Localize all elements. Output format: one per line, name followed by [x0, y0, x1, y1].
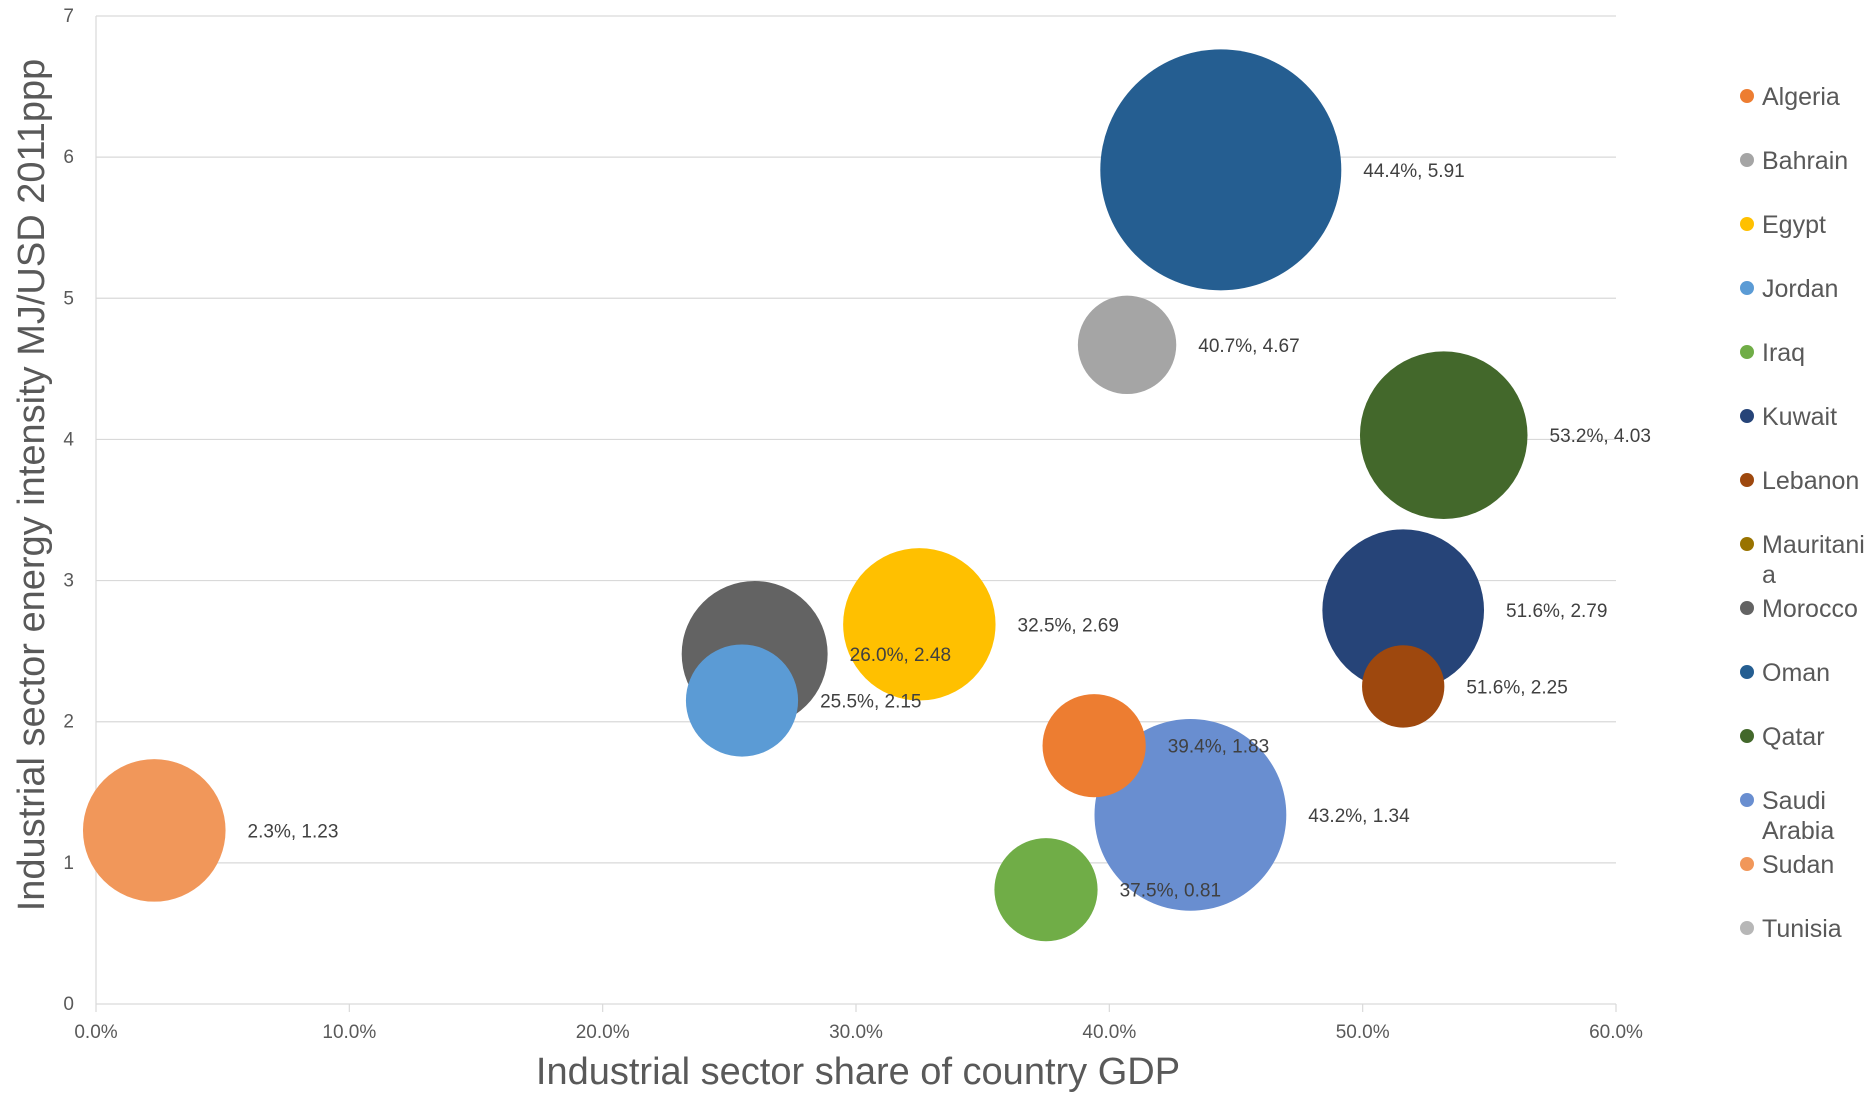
data-label-oman: 44.4%, 5.91 [1363, 161, 1464, 182]
x-tick-label: 20.0% [576, 1022, 630, 1043]
legend-item-tunisia[interactable]: Tunisia [1740, 915, 1842, 943]
data-label-morocco: 26.0%, 2.48 [850, 645, 951, 666]
legend-marker [1740, 537, 1754, 551]
legend-item-kuwait[interactable]: Kuwait [1740, 403, 1837, 431]
legend-marker [1740, 409, 1754, 423]
bubble-iraq[interactable] [994, 838, 1098, 942]
bubble-bahrain[interactable] [1077, 295, 1177, 395]
y-tick-label: 1 [63, 853, 74, 874]
data-label-bahrain: 40.7%, 4.67 [1198, 336, 1299, 357]
legend-item-sudan[interactable]: Sudan [1740, 851, 1834, 879]
data-label-kuwait: 51.6%, 2.79 [1506, 601, 1607, 622]
gridlines [96, 15, 1616, 864]
bubbles [82, 49, 1528, 942]
y-tick-label: 0 [63, 994, 74, 1015]
y-tick-label: 7 [63, 6, 74, 27]
data-label-saudi-arabia: 43.2%, 1.34 [1308, 806, 1410, 827]
data-label-qatar: 53.2%, 4.03 [1550, 426, 1651, 447]
legend-item-bahrain[interactable]: Bahrain [1740, 147, 1848, 175]
legend-marker [1740, 89, 1754, 103]
legend-label: Algeria [1762, 83, 1840, 111]
legend-marker [1740, 473, 1754, 487]
x-tick-label: 10.0% [322, 1022, 376, 1043]
bubble-lebanon[interactable] [1362, 645, 1445, 728]
x-axis-title: Industrial sector share of country GDP [536, 1051, 1180, 1093]
x-tick-label: 0.0% [74, 1022, 117, 1043]
legend-item-lebanon[interactable]: Lebanon [1740, 467, 1859, 495]
data-label-lebanon: 51.6%, 2.25 [1466, 677, 1567, 698]
x-tick-label: 50.0% [1336, 1022, 1390, 1043]
legend-label: Oman [1762, 659, 1830, 687]
legend-label: Tunisia [1762, 915, 1842, 943]
bubble-kuwait[interactable] [1322, 529, 1485, 692]
legend-marker [1740, 601, 1754, 615]
bubble-qatar[interactable] [1359, 351, 1528, 519]
legend-marker [1740, 793, 1754, 807]
bubble-saudi-arabia[interactable] [1094, 718, 1287, 911]
x-tick-label: 30.0% [829, 1022, 883, 1043]
y-tick-label: 6 [63, 147, 74, 168]
bubble-jordan[interactable] [685, 644, 799, 757]
legend-marker [1740, 665, 1754, 679]
data-label-egypt: 32.5%, 2.69 [1018, 615, 1119, 636]
legend-label: Iraq [1762, 339, 1805, 367]
bubble-oman[interactable] [1100, 49, 1342, 291]
y-tick-label: 4 [63, 429, 74, 450]
y-tick-label: 3 [63, 571, 74, 592]
legend-item-jordan[interactable]: Jordan [1740, 275, 1838, 303]
legend-label: a [1762, 561, 1776, 589]
data-label-algeria: 39.4%, 1.83 [1168, 737, 1269, 758]
legend-label: Arabia [1762, 817, 1834, 845]
data-label-iraq: 37.5%, 0.81 [1120, 881, 1221, 902]
legend-marker [1740, 217, 1754, 231]
y-axis-title: Industrial sector energy intensity MJ/US… [11, 59, 53, 912]
legend-label: Morocco [1762, 595, 1858, 623]
x-tick-label: 60.0% [1589, 1022, 1643, 1043]
legend: Algeria Bahrain Egypt Jordan Iraq Kuwait Leban… [1740, 83, 1865, 943]
legend-label: Lebanon [1762, 467, 1859, 495]
legend-item-algeria[interactable]: Algeria [1740, 83, 1840, 111]
legend-marker [1740, 729, 1754, 743]
bubble-egypt[interactable] [843, 548, 996, 701]
legend-label: Egypt [1762, 211, 1826, 239]
legend-label: Kuwait [1762, 403, 1837, 431]
legend-item-iraq[interactable]: Iraq [1740, 339, 1805, 367]
legend-label: Saudi [1762, 787, 1826, 815]
legend-marker [1740, 281, 1754, 295]
legend-label: Bahrain [1762, 147, 1848, 175]
legend-item-qatar[interactable]: Qatar [1740, 723, 1825, 751]
legend-item-egypt[interactable]: Egypt [1740, 211, 1826, 239]
axes: 0 1 2 3 4 5 6 7 0.0% 10.0% 20.0% 30.0% 40.0% 50.0% 60.… [63, 6, 1643, 1043]
bubble-sudan[interactable] [82, 759, 226, 902]
legend-item-oman[interactable]: Oman [1740, 659, 1830, 687]
legend-marker [1740, 345, 1754, 359]
data-labels: 39.4%, 1.83 40.7%, 4.67 32.5%, 2.69 25.5%, … [248, 161, 1651, 902]
x-tick-label: 40.0% [1082, 1022, 1136, 1043]
y-tick-label: 5 [63, 288, 74, 309]
legend-label: Sudan [1762, 851, 1834, 879]
data-label-jordan: 25.5%, 2.15 [820, 692, 921, 713]
legend-label: Jordan [1762, 275, 1838, 303]
y-tick-label: 2 [63, 712, 74, 733]
legend-marker [1740, 921, 1754, 935]
legend-marker [1740, 857, 1754, 871]
legend-marker [1740, 153, 1754, 167]
data-label-sudan: 2.3%, 1.23 [248, 821, 339, 842]
legend-label: Mauritani [1762, 531, 1865, 559]
bubble-algeria[interactable] [1042, 694, 1146, 798]
legend-label: Qatar [1762, 723, 1825, 751]
legend-item-morocco[interactable]: Morocco [1740, 595, 1858, 623]
